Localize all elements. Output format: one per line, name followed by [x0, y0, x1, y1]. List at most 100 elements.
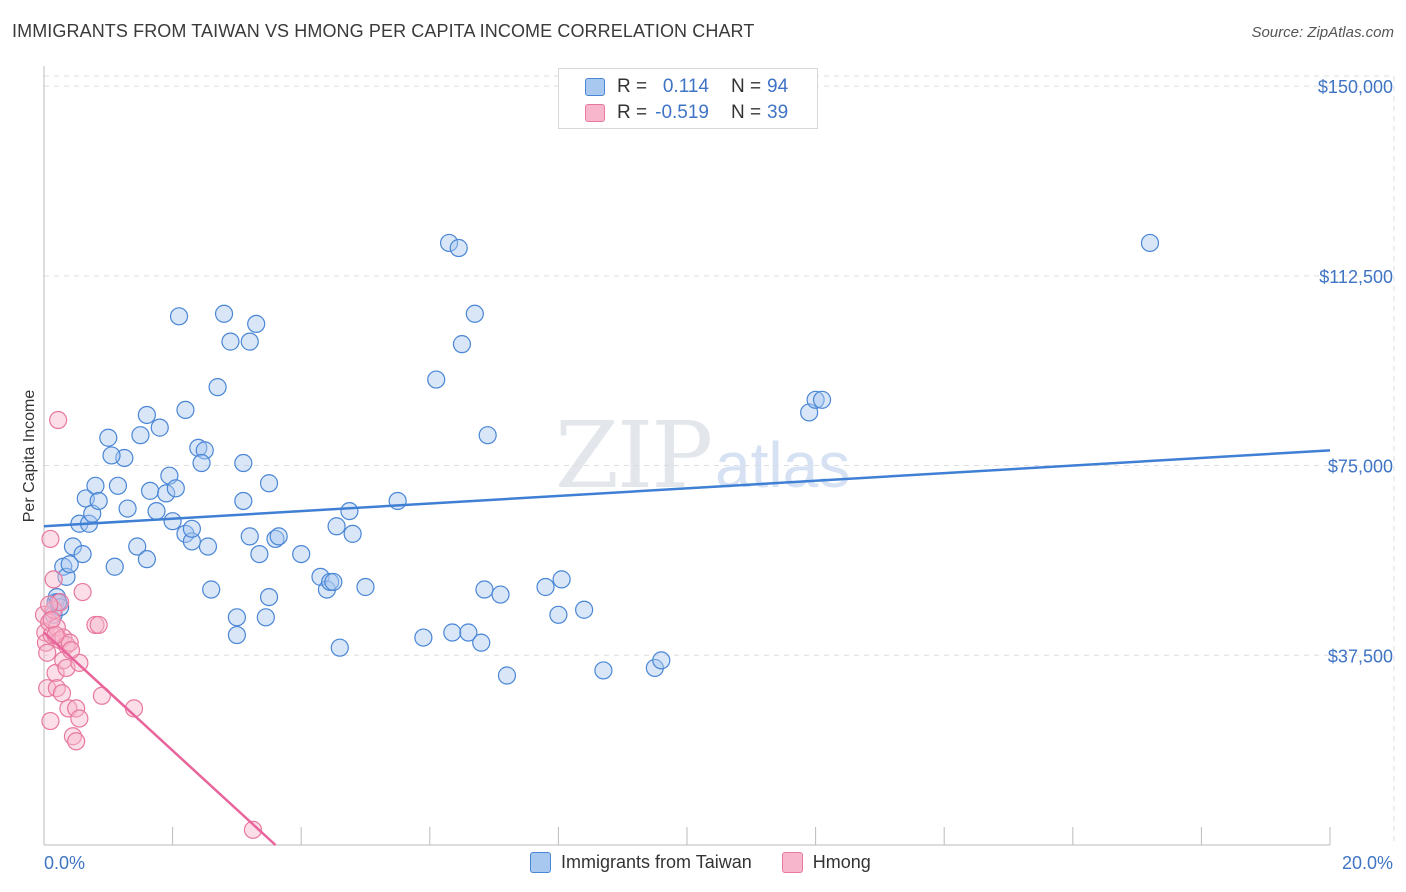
source-label: Source: ZipAtlas.com [1251, 24, 1394, 41]
taiwan-legend-swatch [530, 852, 551, 873]
hmong-point [67, 732, 86, 751]
taiwan-swatch [585, 78, 605, 96]
taiwan-point [240, 527, 259, 546]
hmong-point [50, 593, 70, 612]
hmong-point [89, 615, 108, 635]
series-legend: Immigrants from Taiwan Hmong [530, 852, 901, 873]
hmong-point [70, 709, 89, 728]
taiwan-point [259, 587, 279, 607]
taiwan-point [118, 499, 137, 518]
n-value-hmong: 39 [767, 102, 789, 123]
taiwan-point [465, 304, 484, 323]
hmong-point [42, 610, 61, 629]
series-immigrants-from-taiwan [44, 233, 1160, 685]
taiwan-point [449, 238, 468, 258]
hmong-point [243, 820, 263, 839]
taiwan-point [575, 600, 594, 619]
taiwan-point [324, 572, 343, 592]
hmong-point [44, 570, 63, 589]
taiwan-point [131, 426, 150, 445]
taiwan-point [214, 304, 234, 323]
taiwan-point [128, 537, 147, 556]
hmong-legend-swatch [781, 852, 803, 873]
taiwan-point [549, 605, 568, 624]
taiwan-point [137, 405, 156, 425]
taiwan-point [147, 501, 166, 521]
r-value-hmong: -0.519 [655, 102, 709, 123]
taiwan-point [227, 608, 246, 627]
series-hmong [34, 410, 263, 839]
taiwan-point [208, 378, 227, 397]
taiwan-point [234, 491, 253, 511]
taiwan-point [99, 428, 118, 447]
hmong-point [49, 410, 68, 430]
y-tick-label: $150,000 [1318, 77, 1393, 97]
taiwan-point [812, 390, 832, 409]
taiwan-point [176, 400, 195, 420]
legend-item-taiwan: Immigrants from Taiwan [530, 852, 752, 873]
taiwan-point [1140, 233, 1160, 253]
taiwan-point [269, 527, 288, 546]
axes [43, 66, 1331, 846]
x-tick-label-min: 0.0% [44, 853, 85, 873]
r-label: R = [617, 76, 648, 97]
taiwan-point [169, 307, 189, 326]
taiwan-point [497, 666, 517, 685]
x-tick-label-max: 20.0% [1342, 853, 1393, 873]
taiwan-point [182, 532, 201, 551]
hmong-point [47, 679, 66, 698]
taiwan-point [356, 577, 375, 597]
trend-line-hmong [43, 631, 277, 846]
hmong-point [41, 711, 60, 731]
taiwan-point [414, 628, 433, 647]
trend-lines [43, 449, 1331, 846]
legend-label-hmong: Hmong [812, 852, 871, 872]
taiwan-point [73, 544, 92, 564]
taiwan-point [266, 529, 285, 549]
n-value-taiwan: 94 [767, 76, 789, 97]
hmong-point [70, 653, 89, 672]
taiwan-point [250, 544, 269, 564]
taiwan-point [89, 491, 108, 511]
taiwan-point [452, 335, 472, 354]
taiwan-point [427, 370, 446, 389]
taiwan-point [340, 501, 359, 521]
taiwan-point [105, 557, 124, 576]
taiwan-point [86, 476, 105, 495]
taiwan-point [221, 332, 240, 351]
n-label: N = [731, 76, 762, 97]
trend-line-taiwan [43, 449, 1331, 528]
taiwan-point [137, 550, 156, 569]
taiwan-point [292, 544, 311, 564]
taiwan-point [439, 233, 459, 253]
hmong-point [41, 529, 60, 549]
taiwan-point [63, 537, 83, 556]
taiwan-point [198, 537, 218, 556]
taiwan-point [192, 453, 211, 473]
y-tick-label: $112,500 [1319, 267, 1393, 287]
hmong-point [67, 699, 86, 718]
taiwan-point [240, 332, 259, 351]
taiwan-point [166, 479, 185, 498]
legend-row-hmong: R = -0.519 N = 39 [585, 101, 788, 125]
taiwan-point [343, 524, 362, 543]
taiwan-point [202, 580, 221, 599]
taiwan-point [327, 517, 346, 536]
n-label: N = [731, 102, 762, 123]
taiwan-point [256, 608, 275, 627]
legend-item-hmong: Hmong [781, 852, 871, 873]
y-tick-label: $37,500 [1328, 646, 1393, 666]
y-axis-title: Per Capita Income [21, 390, 38, 523]
taiwan-point [536, 577, 555, 597]
r-value-taiwan: 0.114 [662, 76, 709, 97]
hmong-point [46, 625, 65, 645]
hmong-point [60, 633, 79, 652]
taiwan-point [472, 633, 491, 652]
taiwan-point [227, 625, 246, 645]
hmong-swatch [585, 104, 605, 122]
taiwan-point [552, 570, 571, 589]
chart-title: IMMIGRANTS FROM TAIWAN VS HMONG PER CAPI… [12, 21, 755, 41]
r-label: R = [617, 102, 648, 123]
taiwan-point [108, 476, 128, 495]
watermark-atlas: atlas [715, 429, 851, 501]
